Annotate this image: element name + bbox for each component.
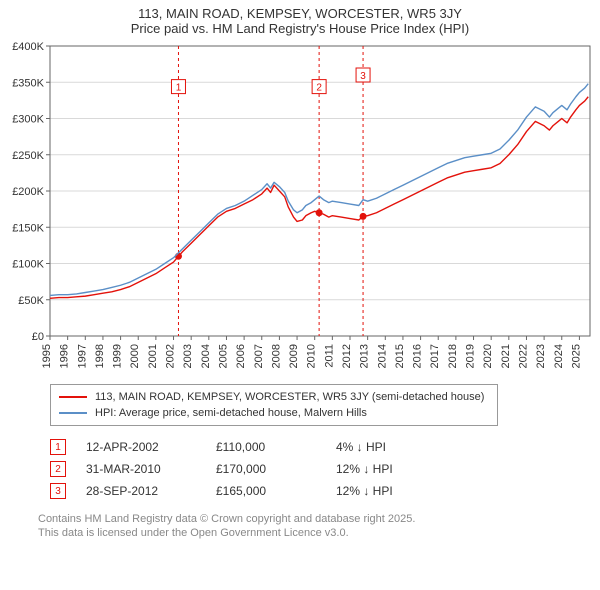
svg-text:3: 3 — [360, 71, 366, 82]
svg-text:1999: 1999 — [112, 344, 124, 368]
svg-text:2003: 2003 — [182, 344, 194, 368]
event-price: £110,000 — [216, 440, 336, 454]
svg-text:2004: 2004 — [200, 344, 212, 368]
svg-text:1998: 1998 — [94, 344, 106, 368]
svg-text:2017: 2017 — [429, 344, 441, 368]
chart-area: £0 £50K £100K £150K £200K £250K £300K £350K £400… — [0, 36, 600, 376]
svg-text:2016: 2016 — [412, 344, 424, 368]
svg-text:2024: 2024 — [553, 344, 565, 368]
svg-text:2025: 2025 — [570, 344, 582, 368]
svg-text:2015: 2015 — [394, 344, 406, 368]
svg-text:2001: 2001 — [147, 344, 159, 368]
svg-text:1: 1 — [176, 83, 182, 94]
svg-text:2000: 2000 — [129, 344, 141, 368]
svg-text:2023: 2023 — [535, 344, 547, 368]
svg-text:£400K: £400K — [12, 41, 44, 53]
svg-text:2021: 2021 — [500, 344, 512, 368]
event-delta: 12% ↓ HPI — [336, 462, 456, 476]
svg-text:2005: 2005 — [217, 344, 229, 368]
svg-text:2007: 2007 — [253, 344, 265, 368]
svg-text:£100K: £100K — [12, 259, 44, 271]
svg-text:2012: 2012 — [341, 344, 353, 368]
svg-text:£50K: £50K — [18, 295, 44, 307]
event-marker: 1 — [50, 439, 66, 455]
svg-text:2014: 2014 — [376, 344, 388, 368]
svg-text:2013: 2013 — [359, 344, 371, 368]
event-price: £165,000 — [216, 484, 336, 498]
footer-line-2: This data is licensed under the Open Gov… — [38, 526, 600, 540]
chart-title-address: 113, MAIN ROAD, KEMPSEY, WORCESTER, WR5 … — [0, 6, 600, 21]
event-marker: 3 — [50, 483, 66, 499]
event-marker: 2 — [50, 461, 66, 477]
svg-text:2019: 2019 — [465, 344, 477, 368]
svg-text:2010: 2010 — [306, 344, 318, 368]
footer-attribution: Contains HM Land Registry data © Crown c… — [38, 512, 600, 549]
svg-text:£350K: £350K — [12, 77, 44, 89]
svg-text:£150K: £150K — [12, 222, 44, 234]
legend-label: 113, MAIN ROAD, KEMPSEY, WORCESTER, WR5 … — [95, 391, 484, 403]
chart-titles: 113, MAIN ROAD, KEMPSEY, WORCESTER, WR5 … — [0, 0, 600, 36]
legend-row: 113, MAIN ROAD, KEMPSEY, WORCESTER, WR5 … — [59, 389, 489, 405]
svg-text:£300K: £300K — [12, 114, 44, 126]
svg-text:2022: 2022 — [517, 344, 529, 368]
svg-text:2020: 2020 — [482, 344, 494, 368]
event-date: 12-APR-2002 — [86, 440, 216, 454]
svg-text:2002: 2002 — [165, 344, 177, 368]
event-delta: 12% ↓ HPI — [336, 484, 456, 498]
event-date: 28-SEP-2012 — [86, 484, 216, 498]
event-price: £170,000 — [216, 462, 336, 476]
event-date: 31-MAR-2010 — [86, 462, 216, 476]
svg-text:2: 2 — [316, 83, 322, 94]
legend-label: HPI: Average price, semi-detached house,… — [95, 407, 367, 419]
legend-row: HPI: Average price, semi-detached house,… — [59, 405, 489, 421]
legend-swatch — [59, 412, 87, 414]
legend: 113, MAIN ROAD, KEMPSEY, WORCESTER, WR5 … — [50, 384, 498, 426]
footer-line-1: Contains HM Land Registry data © Crown c… — [38, 512, 600, 526]
event-table: 1 12-APR-2002£110,0004% ↓ HPI 2 31-MAR-2010… — [50, 436, 600, 502]
event-row: 2 31-MAR-2010£170,00012% ↓ HPI — [50, 458, 600, 480]
svg-text:1996: 1996 — [59, 344, 71, 368]
svg-text:1995: 1995 — [41, 344, 53, 368]
event-row: 1 12-APR-2002£110,0004% ↓ HPI — [50, 436, 600, 458]
event-row: 3 28-SEP-2012£165,00012% ↓ HPI — [50, 480, 600, 502]
line-chart: £0 £50K £100K £150K £200K £250K £300K £350K £400… — [0, 36, 600, 376]
svg-text:£200K: £200K — [12, 186, 44, 198]
svg-text:£0: £0 — [32, 331, 44, 343]
svg-text:2011: 2011 — [323, 344, 335, 368]
svg-text:2008: 2008 — [270, 344, 282, 368]
svg-text:2018: 2018 — [447, 344, 459, 368]
event-delta: 4% ↓ HPI — [336, 440, 456, 454]
svg-text:1997: 1997 — [76, 344, 88, 368]
svg-text:2009: 2009 — [288, 344, 300, 368]
svg-text:£250K: £250K — [12, 150, 44, 162]
legend-swatch — [59, 396, 87, 398]
svg-text:2006: 2006 — [235, 344, 247, 368]
chart-title-sub: Price paid vs. HM Land Registry's House … — [0, 21, 600, 36]
